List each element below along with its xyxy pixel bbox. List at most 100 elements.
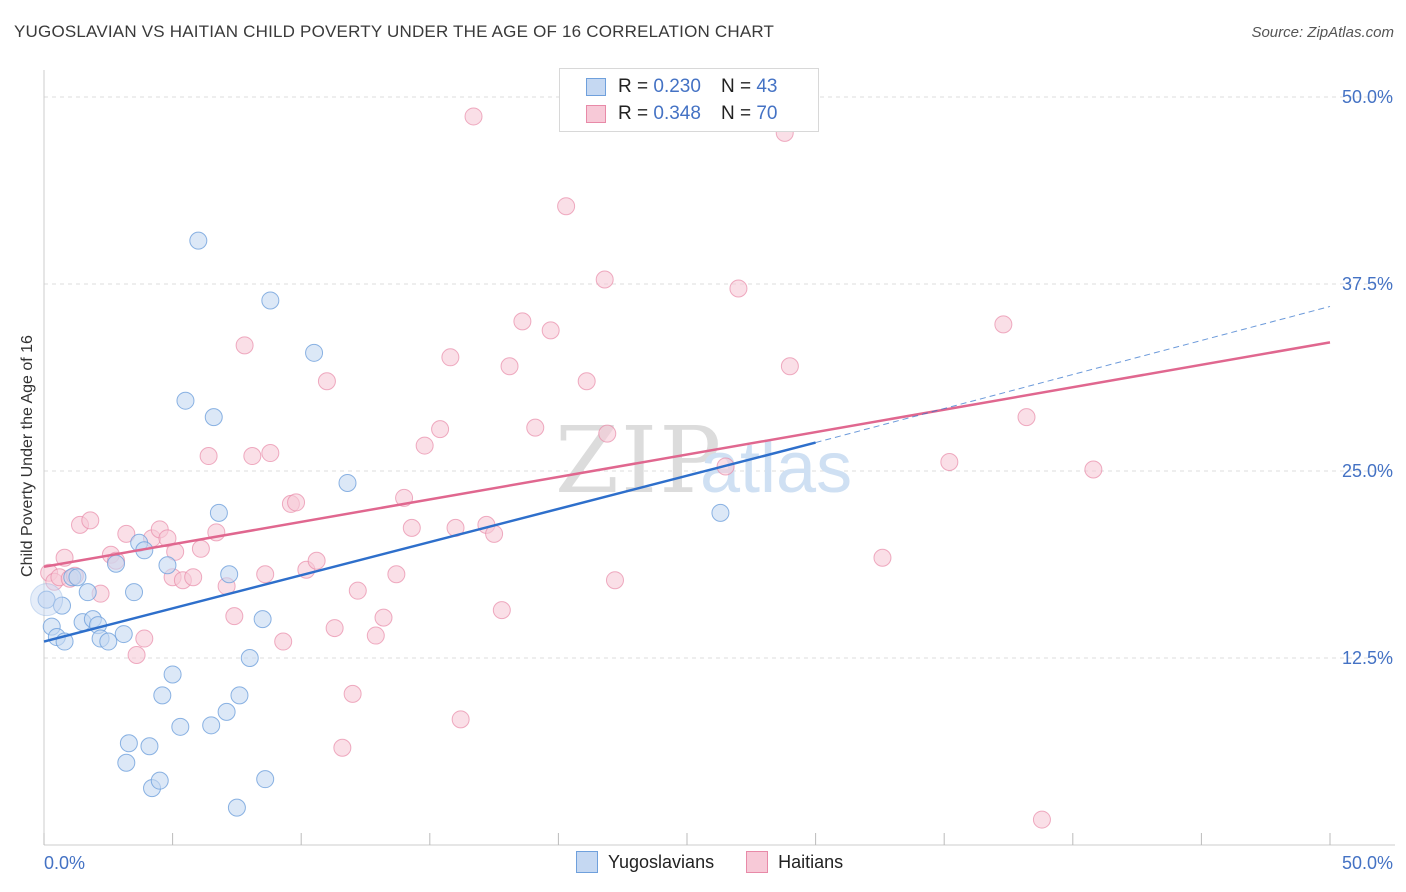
haitians-point	[225, 607, 244, 626]
legend-r-label: R =	[618, 103, 649, 124]
yugoslavians-point	[220, 565, 239, 584]
haitians-point	[1032, 810, 1051, 829]
yugoslavians-point	[209, 503, 228, 522]
yugoslavians-point	[202, 716, 221, 735]
legend-r-value: 0.230	[653, 76, 701, 97]
legend-n-label: N =	[720, 76, 752, 97]
haitians-point	[598, 424, 617, 443]
yugoslavians-point	[711, 503, 730, 522]
legend: R = 0.230 N = 43 R = 0.348 N = 70	[559, 68, 819, 132]
haitians-point	[1084, 460, 1103, 479]
haitians-point	[243, 447, 262, 466]
yugoslavians-point	[171, 717, 190, 736]
yugoslavians-point	[240, 649, 259, 667]
haitians-point	[431, 420, 450, 439]
chart-title: YUGOSLAVIAN VS HAITIAN CHILD POVERTY UND…	[14, 22, 775, 41]
bottom-legend-haitians[interactable]: Haitians	[746, 851, 843, 873]
yugoslavians-point	[153, 686, 172, 705]
yugoslavians-point	[30, 583, 64, 617]
haitians-point	[117, 524, 136, 543]
bottom-legend-label: Haitians	[778, 851, 844, 872]
haitians-point	[343, 684, 362, 703]
haitians-point	[348, 581, 367, 600]
yugoslavians-point	[176, 391, 195, 410]
yugoslavians-point	[117, 753, 136, 772]
haitians-point	[415, 436, 434, 455]
legend-swatch-blue	[586, 78, 606, 96]
yugoslavians-point	[53, 596, 72, 615]
haitians-point	[513, 312, 532, 331]
yugoslavians-point	[158, 556, 177, 575]
haitians-point	[492, 601, 511, 620]
haitians-point	[605, 571, 624, 590]
legend-swatch-pink	[586, 105, 606, 123]
haitians-point	[451, 710, 470, 729]
haitians-point	[287, 493, 306, 512]
yugoslavians-point	[119, 734, 138, 753]
y-tick-label: 50.0%	[1342, 87, 1393, 107]
yugoslavians-point	[125, 583, 144, 602]
legend-r-value: 0.348	[653, 103, 701, 124]
yugoslavians-point	[163, 665, 182, 684]
haitians-point	[595, 270, 614, 289]
bottom-legend-yugoslavians[interactable]: Yugoslavians	[576, 851, 714, 873]
haitians-point	[780, 357, 799, 376]
bottom-legend-label: Yugoslavians	[608, 851, 715, 872]
legend-n-value: 43	[756, 76, 778, 97]
gridlines	[44, 96, 1395, 659]
yugoslavians-point	[107, 554, 126, 573]
yugoslavians-point	[99, 632, 118, 651]
haitians-point	[1017, 408, 1036, 427]
haitians-point	[81, 511, 100, 530]
yugoslavians-trend-line	[43, 441, 816, 643]
yugoslavians-point	[37, 590, 56, 609]
haitians-point	[325, 619, 344, 638]
yugoslavians-point	[114, 625, 133, 644]
yugoslavians-point	[253, 610, 272, 629]
yugoslavians-point	[204, 408, 223, 427]
haitians-point	[374, 608, 393, 627]
yugoslavians-point	[68, 568, 87, 587]
yugoslavians-point	[217, 702, 236, 721]
haitians-point	[387, 565, 406, 584]
watermark-zip: ZIP	[555, 407, 723, 514]
legend-row-yugoslavians: R = 0.230 N = 43	[586, 75, 777, 99]
haitians-point	[191, 539, 210, 558]
y-tick-label: 12.5%	[1342, 648, 1393, 668]
haitians-point	[127, 646, 146, 665]
yugoslavians-point	[189, 231, 208, 250]
haitians-point	[940, 453, 959, 472]
haitians-point	[256, 565, 275, 584]
haitians-trend-line	[43, 341, 1331, 568]
yugoslavians-point	[261, 291, 280, 310]
haitians-point	[135, 629, 154, 648]
yugoslavians-trend-extension	[815, 305, 1331, 444]
haitians-point	[557, 197, 576, 216]
legend-n-value: 70	[756, 103, 778, 124]
haitians-point	[261, 444, 280, 463]
haitians-point	[994, 315, 1013, 334]
yugoslavians-point	[140, 737, 159, 756]
yugoslavians-point	[227, 798, 246, 817]
yugoslavians-point	[256, 770, 275, 789]
yugoslavians-point	[230, 686, 249, 705]
yugoslavians-point	[78, 583, 97, 602]
haitians-point	[333, 738, 352, 757]
bottom-legend-swatch-blue	[576, 851, 598, 873]
yugoslavians-points	[30, 231, 730, 817]
source-label: Source: ZipAtlas.com	[1251, 24, 1394, 41]
yugoslavians-point	[338, 473, 357, 492]
tick-labels: 12.5% 25.0% 37.5% 50.0% 0.0% 50.0%	[44, 87, 1393, 873]
haitians-point	[729, 279, 748, 298]
axes	[43, 70, 1395, 846]
haitians-point	[541, 321, 560, 340]
haitians-point	[235, 336, 254, 355]
legend-row-haitians: R = 0.348 N = 70	[586, 102, 777, 126]
yugoslavians-point	[150, 771, 169, 790]
x-tick-label: 50.0%	[1342, 853, 1393, 873]
haitians-point	[873, 548, 892, 567]
bottom-legend-swatch-pink	[746, 851, 769, 873]
haitians-point	[199, 447, 218, 466]
haitians-point	[577, 372, 596, 391]
haitians-point	[402, 518, 421, 537]
